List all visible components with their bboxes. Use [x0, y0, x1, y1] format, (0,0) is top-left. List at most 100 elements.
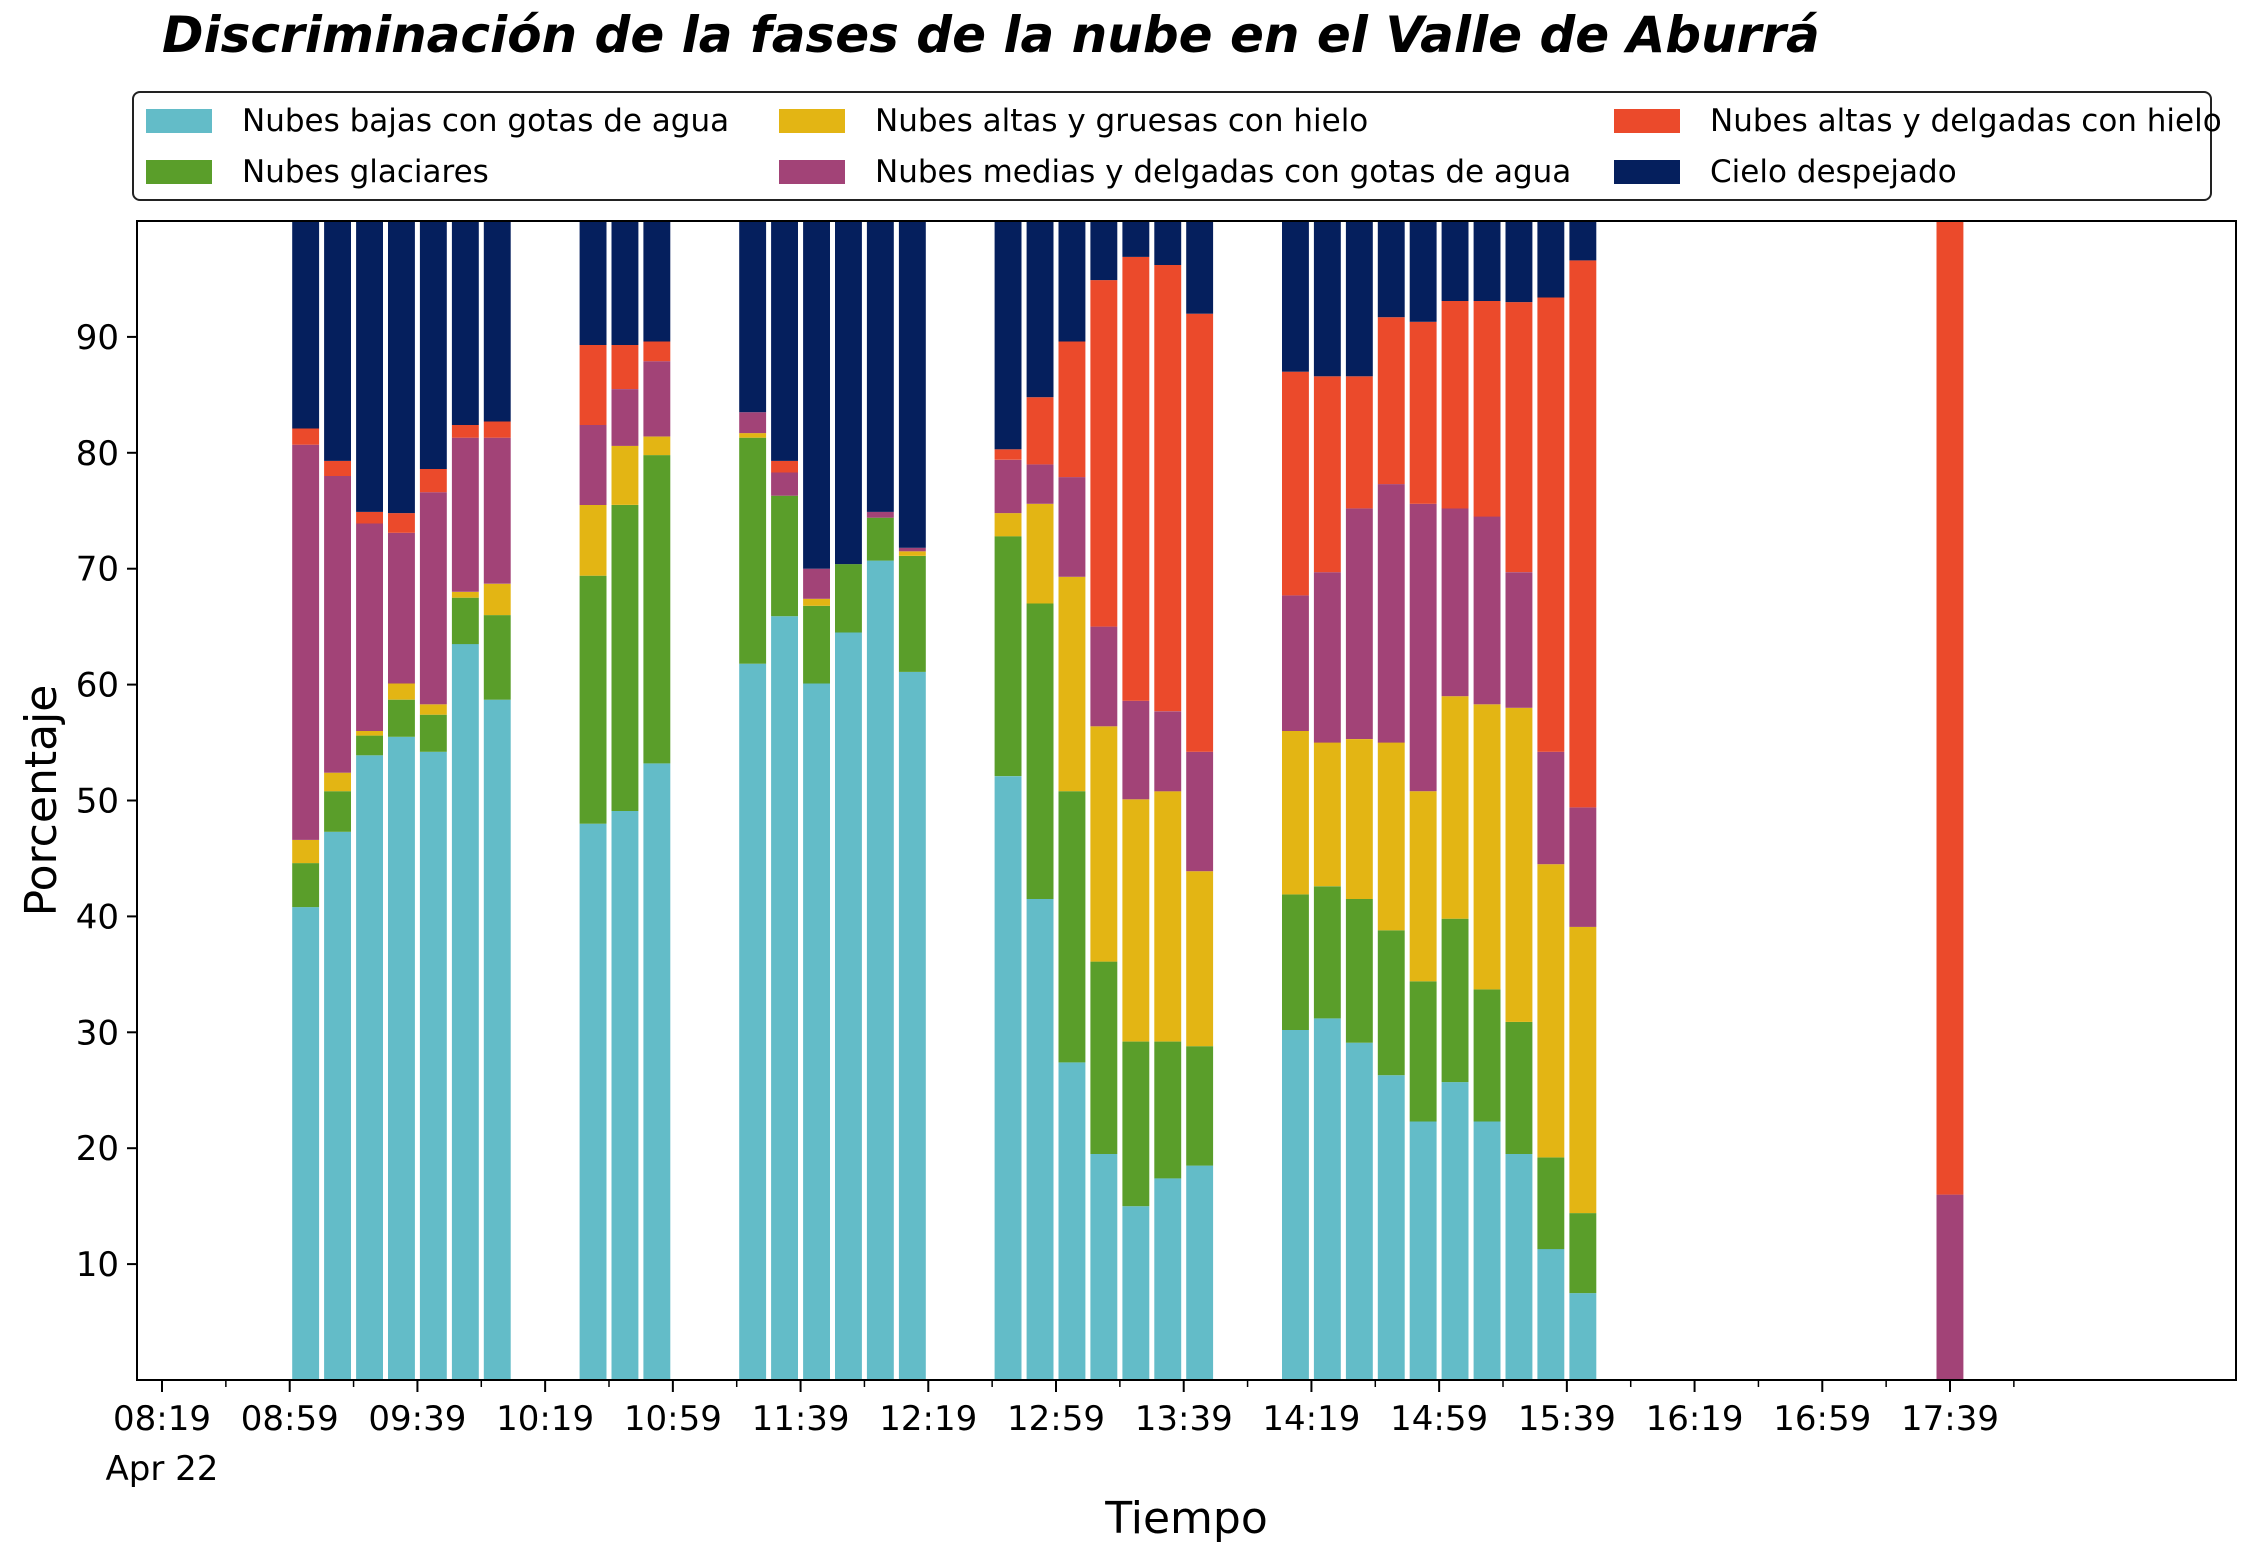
bar-segment-nubes-altas-y-gruesas-con-hielo [1345, 739, 1373, 899]
bar-segment-nubes-bajas-con-gotas-de-agua [643, 763, 671, 1380]
bar-segment-nubes-medias-y-delgadas-con-gotas-de-agua [611, 389, 639, 446]
bar-segment-nubes-medias-y-delgadas-con-gotas-de-agua [451, 437, 479, 592]
bar-segment-nubes-altas-y-gruesas-con-hielo [994, 513, 1022, 537]
bar-segment-nubes-medias-y-delgadas-con-gotas-de-agua [419, 492, 447, 705]
bar-segment-nubes-glaciares [866, 517, 894, 561]
bar-segment-nubes-altas-y-delgadas-con-hielo [1058, 341, 1086, 478]
chart-title: Discriminación de la fases de la nube en… [162, 6, 1820, 64]
bar-segment-nubes-medias-y-delgadas-con-gotas-de-agua [1313, 572, 1341, 743]
bar-segment-nubes-glaciares [292, 863, 320, 908]
x-axis-label: Tiempo [1104, 1493, 1268, 1544]
bar-segment-nubes-bajas-con-gotas-de-agua [419, 751, 447, 1380]
bar-segment-nubes-bajas-con-gotas-de-agua [866, 560, 894, 1380]
bar-segment-nubes-altas-y-gruesas-con-hielo [1058, 576, 1086, 792]
bar-segment-nubes-bajas-con-gotas-de-agua [835, 632, 862, 1380]
bar-segment-nubes-altas-y-delgadas-con-hielo [1345, 376, 1373, 509]
bar-segment-nubes-glaciares [1313, 886, 1341, 1019]
bar-segment-cielo-despejado [611, 221, 639, 345]
bar-segment-cielo-despejado [483, 221, 511, 422]
bar-segment-nubes-bajas-con-gotas-de-agua [803, 683, 830, 1380]
bar-segment-nubes-altas-y-gruesas-con-hielo [1569, 926, 1597, 1214]
bar-segment-nubes-medias-y-delgadas-con-gotas-de-agua [1569, 807, 1597, 927]
bar-segment-nubes-medias-y-delgadas-con-gotas-de-agua [324, 476, 351, 773]
bar-segment-nubes-altas-y-gruesas-con-hielo [643, 436, 671, 456]
x-tick-label: 12:59 [1007, 1399, 1105, 1439]
bar-segment-nubes-medias-y-delgadas-con-gotas-de-agua [1026, 464, 1054, 504]
bar-segment-nubes-altas-y-delgadas-con-hielo [1409, 321, 1437, 504]
bar-segment-nubes-altas-y-delgadas-con-hielo [1122, 256, 1150, 701]
bar-segment-nubes-glaciares [1282, 894, 1309, 1030]
bar-segment-nubes-glaciares [388, 699, 415, 737]
bar-segment-nubes-bajas-con-gotas-de-agua [324, 831, 351, 1380]
bar-segment-nubes-altas-y-gruesas-con-hielo [451, 591, 479, 598]
bar-segment-nubes-altas-y-delgadas-con-hielo [419, 469, 447, 493]
bar-segment-nubes-bajas-con-gotas-de-agua [898, 671, 926, 1380]
x-tick-label: 14:19 [1262, 1399, 1360, 1439]
bar-segment-nubes-glaciares [643, 455, 671, 764]
bar-segment-nubes-altas-y-gruesas-con-hielo [1537, 864, 1565, 1158]
bar-segment-nubes-bajas-con-gotas-de-agua [1505, 1154, 1533, 1380]
y-tick-label: 20 [76, 1129, 119, 1169]
legend-item-nubes-altas-delgadas: Nubes altas y delgadas con hielo [1614, 96, 2222, 146]
x-tick-label: 10:59 [624, 1399, 722, 1439]
bar-segment-nubes-glaciares [1505, 1021, 1533, 1154]
bar-segment-nubes-altas-y-gruesas-con-hielo [324, 772, 351, 792]
bar-segment-cielo-despejado [1345, 221, 1373, 377]
bar-segment-nubes-glaciares [1090, 961, 1118, 1154]
legend-label: Nubes glaciares [242, 154, 489, 190]
bar-segment-nubes-glaciares [1409, 981, 1437, 1122]
bar-segment-nubes-glaciares [451, 597, 479, 645]
bar-segment-cielo-despejado [771, 221, 798, 461]
bar-segment-nubes-medias-y-delgadas-con-gotas-de-agua [1505, 572, 1533, 708]
bar-segment-nubes-altas-y-delgadas-con-hielo [1441, 301, 1469, 509]
bar-segment-nubes-altas-y-gruesas-con-hielo [579, 505, 607, 576]
bar-segment-nubes-glaciares [994, 536, 1022, 777]
y-tick-label: 40 [76, 897, 119, 937]
y-tick-label: 90 [76, 318, 119, 358]
bar-segment-nubes-glaciares [324, 791, 351, 832]
legend-item-cielo-despejado: Cielo despejado [1614, 147, 1957, 197]
bar-segment-nubes-altas-y-delgadas-con-hielo [451, 425, 479, 438]
bar-segment-nubes-altas-y-gruesas-con-hielo [356, 731, 383, 736]
bar-segment-cielo-despejado [866, 221, 894, 512]
bar-segment-nubes-glaciares [739, 437, 767, 664]
bar-segment-nubes-medias-y-delgadas-con-gotas-de-agua [356, 523, 383, 731]
bar-segment-cielo-despejado [1090, 221, 1118, 281]
bar-segment-nubes-medias-y-delgadas-con-gotas-de-agua [1345, 508, 1373, 739]
bar-segment-cielo-despejado [1473, 221, 1501, 301]
bar-segment-nubes-medias-y-delgadas-con-gotas-de-agua [1282, 595, 1309, 731]
bar-segment-nubes-glaciares [1473, 989, 1501, 1122]
bar-segment-nubes-bajas-con-gotas-de-agua [356, 755, 383, 1380]
legend-item-nubes-altas-gruesas: Nubes altas y gruesas con hielo [779, 96, 1368, 146]
bar-segment-nubes-altas-y-delgadas-con-hielo [1473, 301, 1501, 517]
bar-segment-nubes-medias-y-delgadas-con-gotas-de-agua [1186, 751, 1214, 872]
bar-segment-nubes-altas-y-gruesas-con-hielo [1473, 704, 1501, 990]
x-tick-label: 15:39 [1518, 1399, 1616, 1439]
bar-segment-nubes-bajas-con-gotas-de-agua [483, 699, 511, 1380]
bar-segment-nubes-altas-y-gruesas-con-hielo [483, 583, 511, 616]
bar-segment-nubes-altas-y-gruesas-con-hielo [1282, 731, 1309, 895]
bar-segment-nubes-altas-y-gruesas-con-hielo [1154, 791, 1182, 1042]
bar-segment-nubes-altas-y-delgadas-con-hielo [611, 345, 639, 389]
bar-segment-nubes-bajas-con-gotas-de-agua [1441, 1082, 1469, 1380]
bar-segment-nubes-altas-y-gruesas-con-hielo [1026, 503, 1054, 604]
bar-segment-nubes-altas-y-delgadas-con-hielo [1186, 313, 1214, 752]
legend-swatch [146, 109, 212, 133]
bar-segment-cielo-despejado [803, 221, 830, 569]
legend-label: Nubes altas y delgadas con hielo [1710, 103, 2222, 139]
bar-segment-nubes-bajas-con-gotas-de-agua [451, 644, 479, 1380]
bar-segment-nubes-glaciares [579, 575, 607, 824]
y-tick-label: 10 [76, 1245, 119, 1285]
bar-segment-nubes-bajas-con-gotas-de-agua [1154, 1178, 1182, 1380]
bar-segment-nubes-medias-y-delgadas-con-gotas-de-agua [1377, 484, 1405, 743]
bar-segment-cielo-despejado [356, 221, 383, 512]
bar-segment-nubes-altas-y-gruesas-con-hielo [419, 704, 447, 715]
x-tick-label: 13:39 [1135, 1399, 1233, 1439]
bar-segment-cielo-despejado [1282, 221, 1309, 372]
bar-segment-nubes-altas-y-gruesas-con-hielo [1122, 799, 1150, 1042]
bar-segment-nubes-medias-y-delgadas-con-gotas-de-agua [1409, 503, 1437, 792]
bar-segment-cielo-despejado [388, 221, 415, 514]
bar-segment-nubes-glaciares [1186, 1046, 1214, 1166]
legend-label: Nubes altas y gruesas con hielo [875, 103, 1369, 139]
